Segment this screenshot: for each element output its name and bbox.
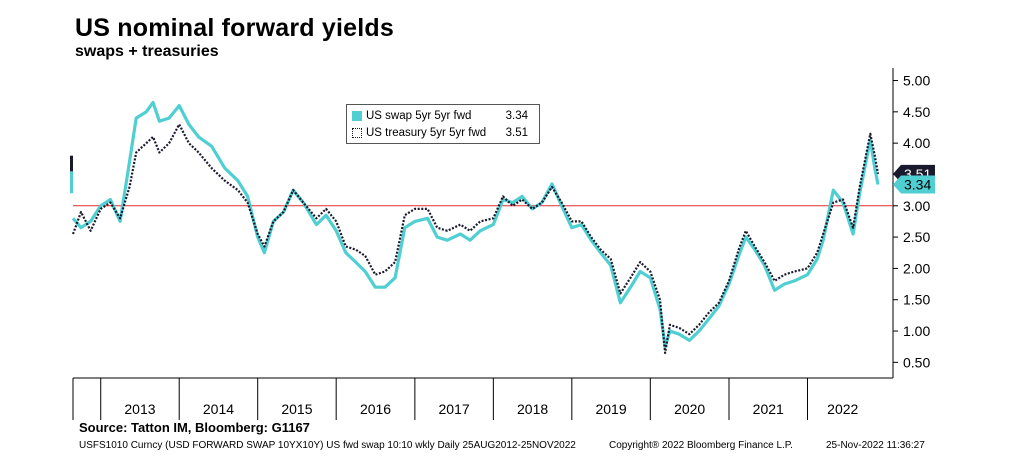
legend-swatch-treasury-icon (352, 128, 362, 138)
ticker-info: USFS1010 Curncy (USD FORWARD SWAP 10YX10… (79, 440, 576, 451)
y-tick-label-5.00: 5.00 (903, 73, 930, 89)
x-tick-label-2014: 2014 (203, 401, 234, 417)
x-tick-label-2019: 2019 (595, 401, 626, 417)
copyright-note: Copyright® 2022 Bloomberg Finance L.P. (609, 440, 793, 451)
x-tick-label-2018: 2018 (517, 401, 548, 417)
y-tick-label-1.00: 1.00 (903, 323, 930, 339)
legend-item-treasury: US treasury 5yr 5yr fwd 3.51 (352, 125, 534, 141)
y-tick-label-3.00: 3.00 (903, 198, 930, 214)
page-title: US nominal forward yields (75, 14, 394, 42)
x-tick-label-2020: 2020 (674, 401, 705, 417)
legend-value-swap: 3.34 (505, 110, 528, 122)
source-note: Source: Tatton IM, Bloomberg: G1167 (79, 420, 310, 435)
treasury-start-marker (70, 155, 73, 172)
y-tick-label-4.50: 4.50 (903, 104, 930, 120)
legend-label-swap: US swap 5yr 5yr fwd (366, 110, 472, 122)
page-subtitle: swaps + treasuries (75, 43, 219, 60)
y-tick-label-2.00: 2.00 (903, 260, 930, 276)
legend-swatch-swap-icon (352, 111, 362, 121)
y-tick-label-4.00: 4.00 (903, 135, 930, 151)
x-tick-label-2022: 2022 (827, 401, 858, 417)
x-tick-label-2021: 2021 (753, 401, 784, 417)
x-tick-label-2016: 2016 (360, 401, 391, 417)
series-line-treasury (71, 123, 880, 354)
legend-value-treasury: 3.51 (505, 127, 528, 139)
legend-label-treasury: US treasury 5yr 5yr fwd (366, 127, 487, 139)
y-tick-label-0.50: 0.50 (903, 354, 930, 370)
chart-legend: US swap 5yr 5yr fwd 3.34 US treasury 5yr… (346, 104, 540, 144)
last-value-tag-swap (893, 175, 935, 194)
x-tick-label-2017: 2017 (439, 401, 470, 417)
timestamp: 25-Nov-2022 11:36:27 (826, 440, 925, 451)
legend-item-swap: US swap 5yr 5yr fwd 3.34 (352, 108, 534, 124)
y-tick-label-1.50: 1.50 (903, 292, 930, 308)
swap-start-marker (70, 171, 73, 194)
y-tick-label-2.50: 2.50 (903, 229, 930, 245)
series-line-swap (71, 100, 880, 349)
last-value-tag-swap-label: 3.34 (904, 176, 931, 192)
x-tick-label-2015: 2015 (281, 401, 312, 417)
x-tick-label-2013: 2013 (124, 401, 155, 417)
